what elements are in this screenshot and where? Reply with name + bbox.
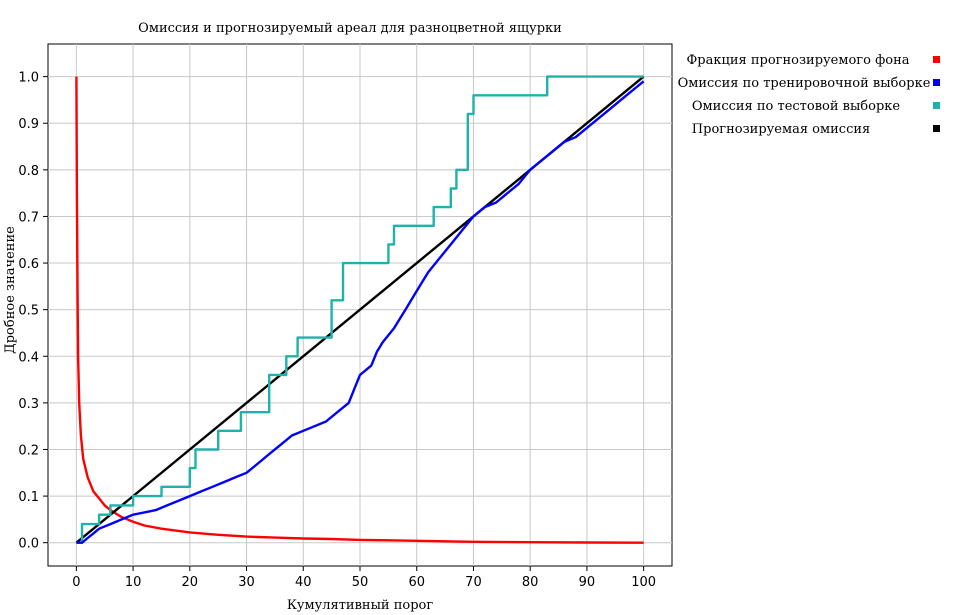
- y-tick-label: 1.0: [18, 71, 39, 86]
- series-line-0: [75, 76, 644, 544]
- legend-label: Прогнозируемая омиссия: [692, 122, 870, 137]
- legend-label: Фракция прогнозируемого фона: [686, 53, 909, 68]
- y-tick-label: 0.1: [18, 490, 39, 505]
- series-line-2: [76, 75, 644, 544]
- x-tick-label: 0: [72, 575, 80, 590]
- x-tick-label: 60: [408, 575, 425, 590]
- y-tick-label: 0.5: [18, 304, 39, 319]
- y-tick-label: 0.4: [18, 350, 39, 365]
- x-tick-label: 70: [465, 575, 482, 590]
- y-tick-label: 0.8: [18, 164, 39, 179]
- x-tick-label: 80: [522, 575, 539, 590]
- y-tick-label: 0.9: [18, 117, 39, 132]
- y-axis-label: Дробное значение: [3, 226, 18, 354]
- x-tick-label: 20: [182, 575, 199, 590]
- x-tick-label: 30: [238, 575, 255, 590]
- y-tick-label: 0.0: [18, 537, 39, 552]
- x-tick-label: 50: [352, 575, 369, 590]
- legend-swatch: [933, 102, 940, 109]
- x-tick-label: 100: [631, 575, 656, 590]
- x-tick-label: 10: [125, 575, 142, 590]
- x-tick-label: 90: [579, 575, 596, 590]
- legend-label: Омиссия по тестовой выборке: [692, 99, 901, 114]
- series-line-1: [76, 80, 645, 544]
- x-tick-label: 40: [295, 575, 312, 590]
- chart-title: Омиссия и прогнозируемый ареал для разно…: [138, 21, 562, 36]
- legend-swatch: [933, 125, 940, 132]
- legend-swatch: [933, 56, 940, 63]
- y-tick-label: 0.2: [18, 443, 39, 458]
- y-tick-label: 0.3: [18, 397, 39, 412]
- y-tick-label: 0.7: [18, 210, 39, 225]
- x-axis-label: Кумулятивный порог: [287, 598, 434, 613]
- legend-label: Омиссия по тренировочной выборке: [678, 76, 931, 91]
- legend-swatch: [933, 79, 940, 86]
- y-tick-label: 0.6: [18, 257, 39, 272]
